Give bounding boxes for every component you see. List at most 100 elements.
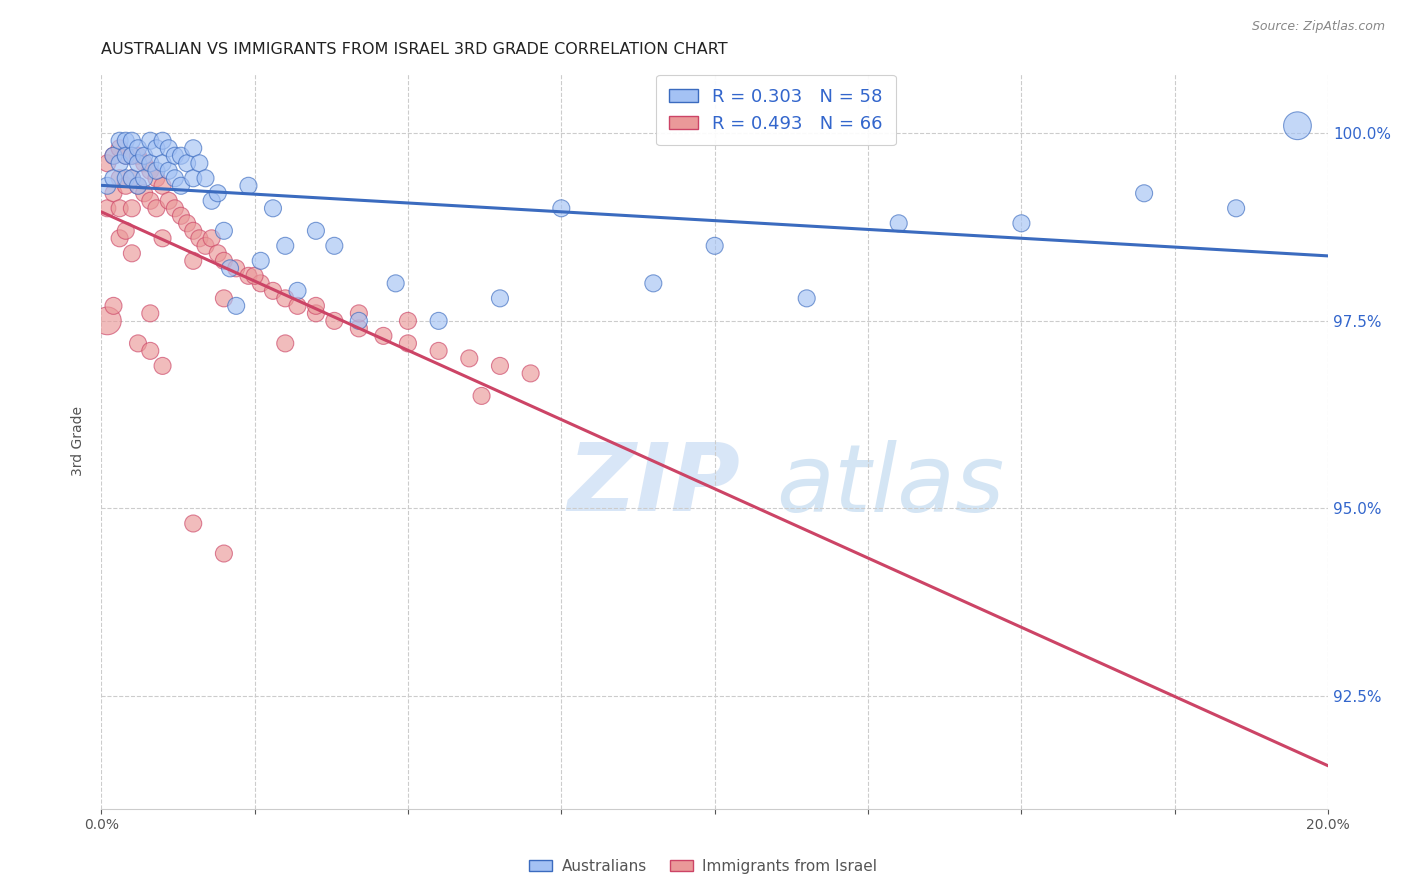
- Point: [114, 178, 136, 193]
- Point: [121, 202, 143, 216]
- Point: [152, 231, 174, 245]
- Point: [139, 134, 162, 148]
- Point: [212, 291, 235, 305]
- Point: [152, 178, 174, 193]
- Point: [519, 367, 541, 381]
- Point: [96, 202, 118, 216]
- Point: [121, 171, 143, 186]
- Point: [323, 314, 346, 328]
- Point: [887, 216, 910, 230]
- Point: [114, 224, 136, 238]
- Point: [176, 216, 198, 230]
- Point: [152, 156, 174, 170]
- Point: [121, 134, 143, 148]
- Text: AUSTRALIAN VS IMMIGRANTS FROM ISRAEL 3RD GRADE CORRELATION CHART: AUSTRALIAN VS IMMIGRANTS FROM ISRAEL 3RD…: [101, 42, 728, 57]
- Point: [262, 202, 284, 216]
- Point: [471, 389, 494, 403]
- Point: [305, 306, 328, 320]
- Point: [127, 141, 149, 155]
- Point: [703, 239, 725, 253]
- Point: [127, 178, 149, 193]
- Point: [103, 171, 125, 186]
- Point: [212, 253, 235, 268]
- Point: [249, 253, 271, 268]
- Text: Source: ZipAtlas.com: Source: ZipAtlas.com: [1251, 20, 1385, 33]
- Point: [127, 178, 149, 193]
- Point: [103, 186, 125, 201]
- Point: [108, 141, 131, 155]
- Point: [108, 231, 131, 245]
- Point: [157, 163, 180, 178]
- Point: [103, 299, 125, 313]
- Point: [170, 209, 193, 223]
- Point: [96, 178, 118, 193]
- Point: [108, 156, 131, 170]
- Point: [194, 171, 217, 186]
- Point: [170, 149, 193, 163]
- Point: [139, 194, 162, 208]
- Text: atlas: atlas: [776, 440, 1004, 531]
- Point: [181, 516, 204, 531]
- Point: [121, 149, 143, 163]
- Point: [103, 149, 125, 163]
- Point: [108, 202, 131, 216]
- Point: [145, 141, 167, 155]
- Point: [207, 246, 229, 260]
- Point: [163, 171, 186, 186]
- Point: [145, 171, 167, 186]
- Point: [181, 171, 204, 186]
- Point: [1010, 216, 1032, 230]
- Point: [323, 239, 346, 253]
- Point: [396, 314, 419, 328]
- Point: [121, 171, 143, 186]
- Point: [550, 202, 572, 216]
- Point: [108, 134, 131, 148]
- Point: [157, 141, 180, 155]
- Point: [188, 156, 211, 170]
- Point: [305, 224, 328, 238]
- Point: [347, 314, 370, 328]
- Point: [114, 134, 136, 148]
- Point: [287, 299, 309, 313]
- Point: [225, 299, 247, 313]
- Point: [103, 149, 125, 163]
- Point: [262, 284, 284, 298]
- Point: [181, 224, 204, 238]
- Point: [212, 547, 235, 561]
- Point: [643, 277, 665, 291]
- Legend: Australians, Immigrants from Israel: Australians, Immigrants from Israel: [523, 853, 883, 880]
- Point: [238, 268, 260, 283]
- Point: [139, 156, 162, 170]
- Point: [134, 156, 156, 170]
- Point: [145, 163, 167, 178]
- Point: [188, 231, 211, 245]
- Point: [127, 336, 149, 351]
- Point: [121, 149, 143, 163]
- Point: [152, 134, 174, 148]
- Point: [201, 231, 224, 245]
- Point: [274, 291, 297, 305]
- Point: [274, 239, 297, 253]
- Point: [796, 291, 818, 305]
- Point: [108, 171, 131, 186]
- Point: [114, 149, 136, 163]
- Point: [287, 284, 309, 298]
- Point: [139, 163, 162, 178]
- Point: [1286, 119, 1309, 133]
- Point: [347, 306, 370, 320]
- Point: [127, 149, 149, 163]
- Point: [207, 186, 229, 201]
- Point: [1225, 202, 1247, 216]
- Point: [458, 351, 481, 366]
- Point: [274, 336, 297, 351]
- Point: [96, 314, 118, 328]
- Point: [181, 141, 204, 155]
- Point: [489, 359, 512, 373]
- Point: [305, 299, 328, 313]
- Point: [243, 268, 266, 283]
- Point: [249, 277, 271, 291]
- Point: [163, 202, 186, 216]
- Point: [139, 343, 162, 358]
- Point: [347, 321, 370, 335]
- Point: [194, 239, 217, 253]
